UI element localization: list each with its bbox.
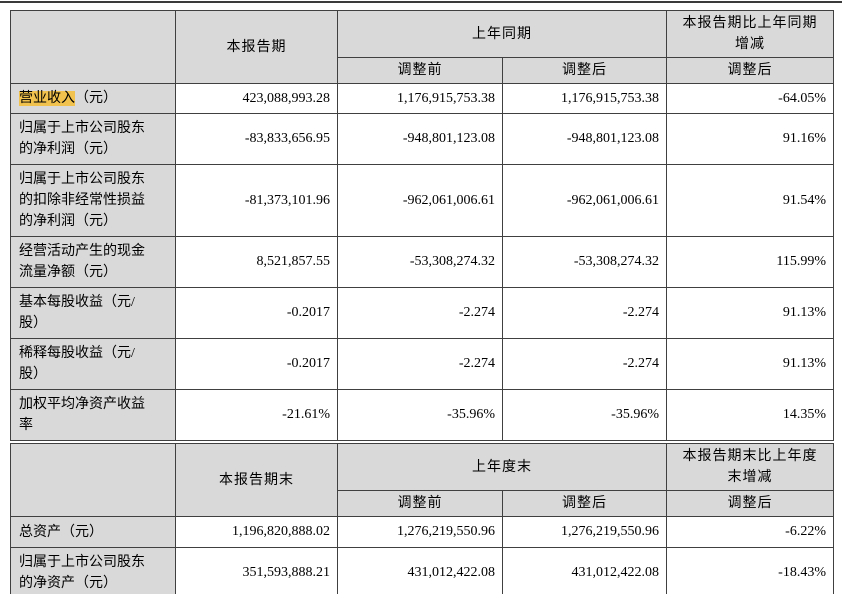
table-row-operating-revenue: 营业收入（元） 423,088,993.28 1,176,915,753.38 … xyxy=(10,83,834,114)
prior-after-value: -2.274 xyxy=(502,287,667,339)
row-label: 稀释每股收益（元/股） xyxy=(10,338,176,390)
header-current-period-end: 本报告期末 xyxy=(175,443,338,517)
header-row-subcolumns: 调整前 调整后 调整后 xyxy=(11,57,834,84)
change-value: 91.54% xyxy=(666,164,834,237)
row-label: 归属于上市公司股东的扣除非经常性损益的净利润（元） xyxy=(10,164,176,237)
header-row-subcolumns: 调整前 调整后 调整后 xyxy=(11,490,834,517)
change-value: 91.13% xyxy=(666,287,834,339)
page-top-rule xyxy=(0,1,842,3)
change-value: 115.99% xyxy=(666,236,834,288)
prior-after-value: -53,308,274.32 xyxy=(502,236,667,288)
table-row-basic-eps: 基本每股收益（元/股） -0.2017 -2.274 -2.274 91.13% xyxy=(10,287,834,339)
header-blank-cell xyxy=(10,443,176,517)
current-period-value: 1,196,820,888.02 xyxy=(175,516,338,548)
prior-before-value: -35.96% xyxy=(337,389,503,441)
table-row-total-assets: 总资产（元） 1,196,820,888.02 1,276,219,550.96… xyxy=(10,516,834,548)
prior-after-value: -948,801,123.08 xyxy=(502,113,667,165)
change-value: 14.35% xyxy=(666,389,834,441)
row-label: 营业收入（元） xyxy=(10,83,176,114)
change-value: -18.43% xyxy=(666,547,834,594)
header-row-groups: 本报告期末 上年度末 本报告期末比上年度末增减 xyxy=(10,443,834,517)
current-period-value: -0.2017 xyxy=(175,338,338,390)
current-period-value: -0.2017 xyxy=(175,287,338,339)
row-label-suffix: （元） xyxy=(75,91,117,106)
row-label: 总资产（元） xyxy=(10,516,176,548)
row-label: 加权平均净资产收益率 xyxy=(10,389,176,441)
prior-before-value: -2.274 xyxy=(337,338,503,390)
prior-after-value: 1,176,915,753.38 xyxy=(502,83,667,114)
header-change-adjust-after: 调整后 xyxy=(666,57,834,84)
current-period-value: 351,593,888.21 xyxy=(175,547,338,594)
table-row-operating-cash-flow: 经营活动产生的现金流量净额（元） 8,521,857.55 -53,308,27… xyxy=(10,236,834,288)
current-period-value: -21.61% xyxy=(175,389,338,441)
header-prior-yearend-group: 上年度末 xyxy=(337,443,667,491)
current-period-value: 8,521,857.55 xyxy=(175,236,338,288)
search-highlight: 营业收入 xyxy=(19,91,75,106)
prior-before-value: 431,012,422.08 xyxy=(337,547,503,594)
prior-before-value: -962,061,006.61 xyxy=(337,164,503,237)
header-row-groups: 本报告期 上年同期 本报告期比上年同期增减 xyxy=(10,10,834,84)
header-adjust-after: 调整后 xyxy=(502,490,667,517)
row-label: 基本每股收益（元/股） xyxy=(10,287,176,339)
header-adjust-before: 调整前 xyxy=(337,490,503,517)
table-row-net-profit: 归属于上市公司股东的净利润（元） -83,833,656.95 -948,801… xyxy=(10,113,834,165)
change-value: -6.22% xyxy=(666,516,834,548)
prior-after-value: -35.96% xyxy=(502,389,667,441)
prior-before-value: 1,176,915,753.38 xyxy=(337,83,503,114)
table-row-weighted-avg-roe: 加权平均净资产收益率 -21.61% -35.96% -35.96% 14.35… xyxy=(10,389,834,441)
row-label: 经营活动产生的现金流量净额（元） xyxy=(10,236,176,288)
prior-before-value: -53,308,274.32 xyxy=(337,236,503,288)
header-adjust-before: 调整前 xyxy=(337,57,503,84)
current-period-value: -81,373,101.96 xyxy=(175,164,338,237)
header-prior-period-group: 上年同期 xyxy=(337,10,667,58)
prior-before-value: -948,801,123.08 xyxy=(337,113,503,165)
current-period-value: -83,833,656.95 xyxy=(175,113,338,165)
current-period-value: 423,088,993.28 xyxy=(175,83,338,114)
header-change-group: 本报告期末比上年度末增减 xyxy=(666,443,834,491)
row-label: 归属于上市公司股东的净资产（元） xyxy=(10,547,176,594)
change-value: 91.13% xyxy=(666,338,834,390)
prior-before-value: -2.274 xyxy=(337,287,503,339)
change-value: 91.16% xyxy=(666,113,834,165)
prior-before-value: 1,276,219,550.96 xyxy=(337,516,503,548)
table-row-diluted-eps: 稀释每股收益（元/股） -0.2017 -2.274 -2.274 91.13% xyxy=(10,338,834,390)
header-current-period: 本报告期 xyxy=(175,10,338,84)
prior-after-value: -2.274 xyxy=(502,338,667,390)
key-financials-yearend-table: 本报告期末 上年度末 本报告期末比上年度末增减 调整前 调整后 调整后 总资产（… xyxy=(10,443,834,594)
table-row-net-profit-excl-nonrecurring: 归属于上市公司股东的扣除非经常性损益的净利润（元） -81,373,101.96… xyxy=(10,164,834,237)
row-label: 归属于上市公司股东的净利润（元） xyxy=(10,113,176,165)
prior-after-value: 1,276,219,550.96 xyxy=(502,516,667,548)
header-change-group: 本报告期比上年同期增减 xyxy=(666,10,834,58)
change-value: -64.05% xyxy=(666,83,834,114)
header-blank-cell xyxy=(10,10,176,84)
prior-after-value: -962,061,006.61 xyxy=(502,164,667,237)
header-change-adjust-after: 调整后 xyxy=(666,490,834,517)
header-adjust-after: 调整后 xyxy=(502,57,667,84)
prior-after-value: 431,012,422.08 xyxy=(502,547,667,594)
key-financials-period-table: 本报告期 上年同期 本报告期比上年同期增减 调整前 调整后 调整后 营业收入（元… xyxy=(10,10,834,441)
table-row-net-assets: 归属于上市公司股东的净资产（元） 351,593,888.21 431,012,… xyxy=(10,547,834,594)
